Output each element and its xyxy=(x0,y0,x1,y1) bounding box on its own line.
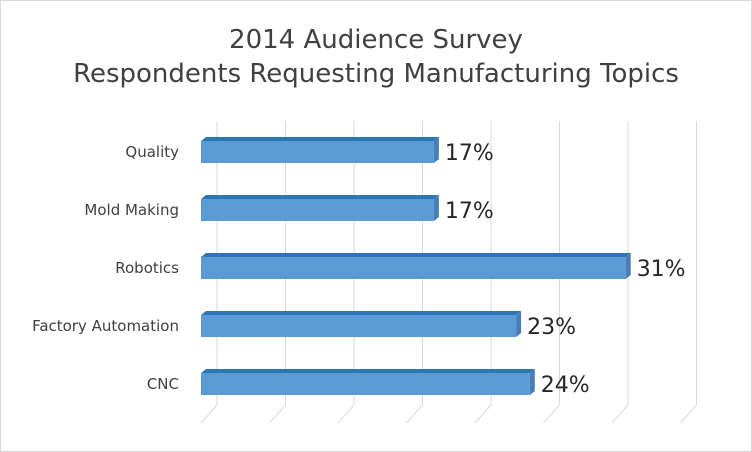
bar xyxy=(201,257,626,279)
gridline-floor xyxy=(269,404,286,424)
category-label: CNC xyxy=(147,375,179,393)
bar xyxy=(201,199,434,221)
gridline-floor xyxy=(611,404,629,424)
bar-end xyxy=(433,137,439,163)
bar-end xyxy=(516,311,522,337)
data-label: 17% xyxy=(445,141,494,166)
category-label: Robotics xyxy=(115,259,179,277)
bar-top xyxy=(201,137,439,141)
gridline-floor xyxy=(543,404,560,424)
bar xyxy=(201,141,434,163)
bar xyxy=(201,373,530,395)
category-label: Quality xyxy=(125,143,179,161)
gridline-floor xyxy=(337,404,355,424)
data-label: 17% xyxy=(445,199,494,224)
bar-end xyxy=(625,253,631,279)
gridline-floor xyxy=(406,404,423,424)
gridline-floor xyxy=(680,404,697,424)
bar-top xyxy=(201,369,535,373)
chart-title-line2: Respondents Requesting Manufacturing Top… xyxy=(73,59,679,89)
data-label: 31% xyxy=(637,257,686,282)
gridline-floor xyxy=(200,404,218,424)
bar-top xyxy=(201,253,631,257)
labels: Quality 17% Mold Making 17% Robotics 31% Facto… xyxy=(32,141,686,398)
data-label: 23% xyxy=(527,315,576,340)
bar-end xyxy=(529,369,535,395)
bar xyxy=(201,315,517,337)
chart-title-line1: 2014 Audience Survey xyxy=(229,25,523,55)
category-label: Mold Making xyxy=(84,201,179,219)
bars xyxy=(201,137,631,395)
category-label: Factory Automation xyxy=(32,317,179,335)
data-label: 24% xyxy=(541,373,590,398)
gridline-floor xyxy=(474,404,492,424)
bar-top xyxy=(201,195,439,199)
bar-end xyxy=(433,195,439,221)
bar-top xyxy=(201,311,522,315)
